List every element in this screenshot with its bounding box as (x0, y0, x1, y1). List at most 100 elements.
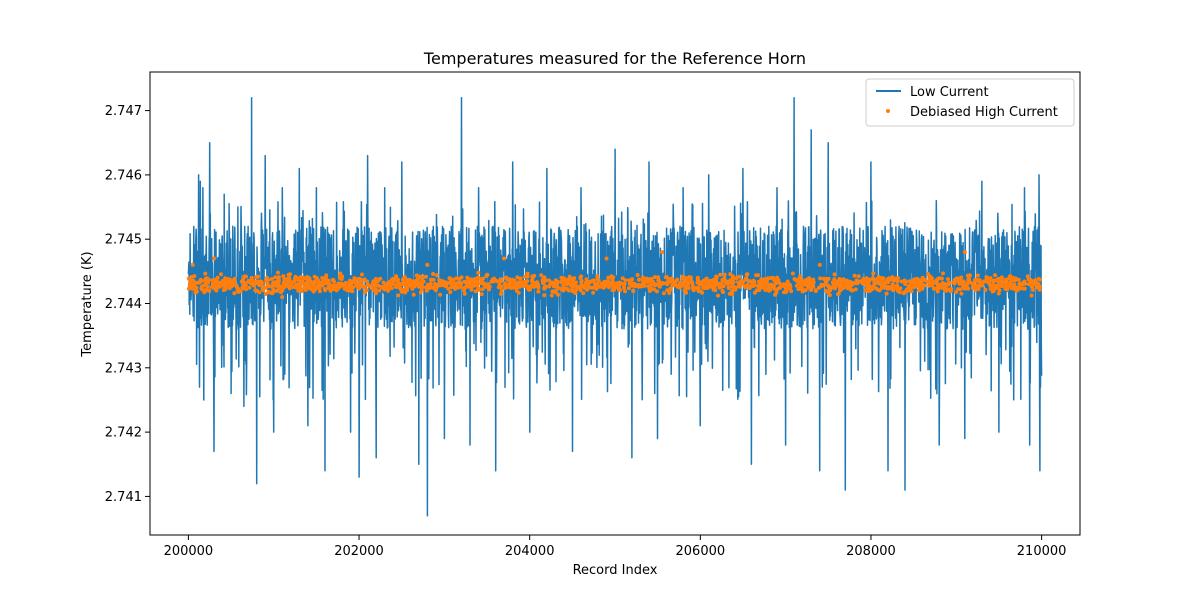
scatter-point (744, 277, 749, 282)
scatter-point (655, 282, 660, 287)
scatter-point (768, 286, 773, 291)
chart-title: Temperatures measured for the Reference … (423, 49, 806, 68)
x-axis-label: Record Index (573, 563, 658, 578)
scatter-point (745, 272, 750, 277)
scatter-point (628, 280, 633, 285)
scatter-point (954, 290, 959, 294)
scatter-point (261, 288, 266, 293)
scatter-point (752, 290, 757, 295)
scatter-point (732, 287, 737, 292)
plot-area (186, 96, 1043, 517)
y-tick-label: 2.746 (105, 168, 142, 183)
scatter-point (407, 280, 412, 285)
scatter-point (192, 274, 197, 279)
scatter-point (218, 283, 223, 288)
scatter-point (435, 273, 439, 278)
scatter-point (631, 289, 636, 294)
scatter-point (308, 286, 312, 291)
scatter-point (807, 276, 811, 281)
scatter-point (553, 283, 558, 288)
scatter-point (337, 274, 342, 279)
scatter-point (1016, 277, 1021, 282)
scatter-point (669, 276, 674, 281)
scatter-point (927, 277, 932, 282)
scatter-point (522, 274, 527, 279)
scatter-point (499, 288, 504, 293)
scatter-point (187, 283, 192, 288)
scatter-point (724, 281, 729, 286)
scatter-point (198, 279, 203, 284)
scatter-point (953, 278, 958, 283)
scatter-point (677, 283, 682, 288)
scatter-point (483, 284, 488, 289)
scatter-point (547, 284, 552, 289)
scatter-point (581, 291, 586, 296)
scatter-point (411, 284, 416, 289)
scatter-point (827, 285, 832, 290)
scatter-point (257, 290, 262, 295)
scatter-point (957, 281, 962, 286)
scatter-point (448, 290, 453, 295)
y-tick-label: 2.743 (105, 361, 142, 376)
scatter-point (296, 276, 301, 281)
scatter-point (352, 276, 357, 281)
scatter-point (1025, 274, 1030, 279)
scatter-point (949, 286, 954, 291)
scatter-point (229, 284, 234, 289)
scatter-point (721, 277, 726, 282)
scatter-point (402, 275, 407, 280)
scatter-point (809, 284, 814, 289)
scatter-point (699, 280, 703, 285)
scatter-point (549, 293, 554, 298)
scatter-point (824, 279, 829, 284)
scatter-point (975, 283, 980, 288)
scatter-point (744, 284, 749, 289)
scatter-point (204, 280, 208, 285)
scatter-point (203, 288, 208, 293)
scatter-point (895, 283, 900, 288)
scatter-point (253, 288, 258, 293)
scatter-point (673, 279, 678, 284)
scatter-point (872, 281, 877, 286)
scatter-point (476, 270, 481, 275)
scatter-point (1013, 276, 1018, 281)
scatter-point (939, 285, 944, 290)
scatter-point (848, 284, 853, 289)
scatter-point (936, 276, 941, 281)
scatter-point (959, 275, 964, 280)
scatter-point-outlier (502, 256, 507, 261)
scatter-point (871, 271, 876, 276)
scatter-point (934, 279, 939, 284)
scatter-point (419, 287, 424, 292)
scatter-point (269, 277, 274, 281)
scatter-point (852, 273, 857, 278)
scatter-point (331, 287, 336, 292)
scatter-point (719, 284, 724, 289)
scatter-point (903, 282, 908, 286)
scatter-point (1037, 287, 1042, 292)
scatter-point (582, 286, 587, 290)
scatter-point (312, 274, 317, 279)
scatter-point (328, 288, 333, 293)
scatter-point (350, 285, 355, 290)
scatter-point (454, 283, 459, 288)
scatter-point (794, 283, 799, 288)
x-tick-label: 206000 (676, 544, 726, 559)
scatter-point (1008, 282, 1012, 287)
scatter-point (959, 291, 964, 296)
scatter-point-outlier (212, 256, 216, 261)
scatter-point (961, 279, 966, 284)
scatter-point (890, 275, 895, 280)
scatter-point (663, 275, 668, 280)
scatter-point (194, 285, 199, 290)
scatter-point (646, 284, 651, 289)
scatter-point (696, 278, 700, 283)
scatter-point (929, 281, 934, 286)
scatter-point (514, 288, 519, 293)
scatter-point (826, 276, 831, 281)
scatter-point (186, 286, 191, 291)
scatter-point (728, 272, 733, 277)
scatter-point (691, 285, 696, 290)
scatter-point (502, 282, 507, 287)
scatter-point (316, 278, 320, 283)
